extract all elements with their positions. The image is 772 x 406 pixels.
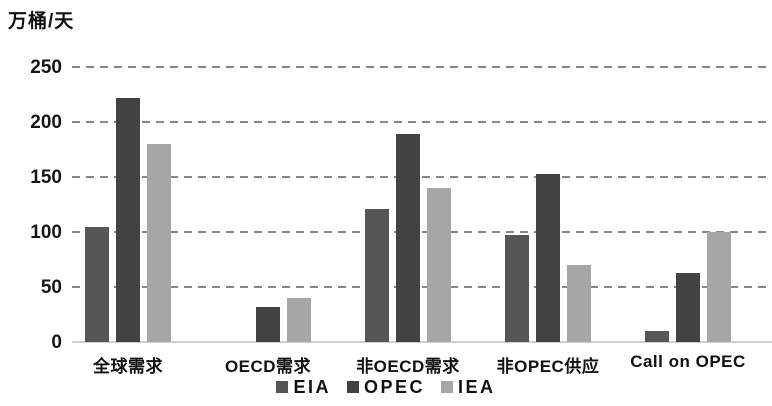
bar-eia-0 — [85, 226, 109, 342]
bar-eia-4 — [645, 331, 669, 342]
bar-eia-3 — [505, 235, 529, 342]
legend-label-iea: IEA — [458, 377, 496, 397]
category-label: 全球需求 — [93, 357, 163, 376]
y-tick-label: 100 — [30, 222, 62, 243]
category-label: 非OECD需求 — [356, 357, 460, 376]
gridline — [72, 286, 772, 288]
iea-swatch-icon — [441, 381, 453, 393]
legend: EIA OPEC IEA — [0, 378, 772, 396]
legend-item-iea: IEA — [441, 378, 496, 396]
bar-iea-1 — [287, 298, 311, 342]
x-axis-baseline — [72, 341, 772, 343]
legend-label-eia: EIA — [293, 377, 331, 397]
legend-item-eia: EIA — [276, 378, 331, 396]
legend-label-opec: OPEC — [363, 377, 425, 397]
bar-iea-3 — [567, 265, 591, 342]
gridline — [72, 66, 772, 68]
bar-eia-2 — [365, 208, 389, 342]
eia-swatch-icon — [276, 381, 289, 393]
bar-iea-0 — [147, 144, 171, 342]
bar-iea-4 — [707, 232, 731, 342]
bar-opec-2 — [396, 134, 420, 342]
gridline — [72, 176, 772, 178]
y-tick-label: 50 — [40, 277, 62, 298]
category-label: Call on OPEC — [630, 352, 746, 371]
bar-opec-4 — [676, 272, 700, 342]
y-tick-label: 250 — [30, 57, 62, 78]
gridline — [72, 231, 772, 233]
legend-item-opec: OPEC — [346, 377, 425, 397]
y-tick-label: 0 — [51, 332, 62, 353]
bar-opec-3 — [536, 173, 560, 342]
y-tick-label: 150 — [30, 167, 62, 188]
y-axis-unit-label: 万桶/天 — [8, 11, 75, 32]
category-label: OECD需求 — [224, 357, 312, 376]
y-tick-label: 200 — [30, 112, 62, 133]
gridline — [72, 121, 772, 123]
category-label: 非OPEC供应 — [496, 357, 600, 376]
opec-swatch-icon — [346, 381, 359, 393]
bar-opec-1 — [256, 306, 280, 342]
bar-opec-0 — [116, 97, 140, 342]
bar-iea-2 — [427, 188, 451, 342]
